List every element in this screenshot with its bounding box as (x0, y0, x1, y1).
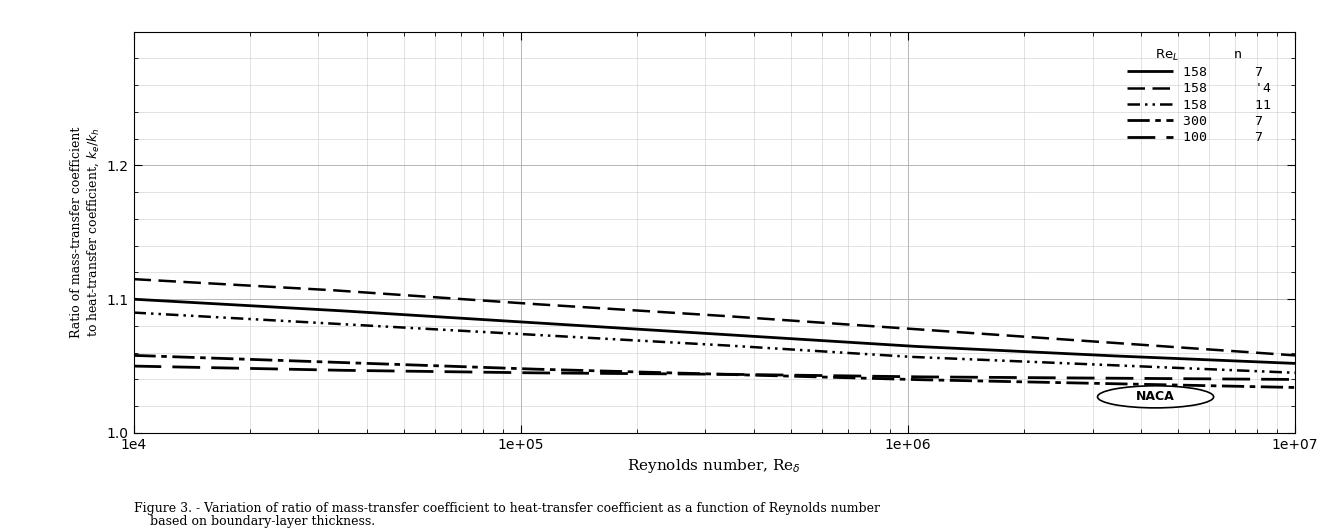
Text: Figure 3. - Variation of ratio of mass-transfer coefficient to heat-transfer coe: Figure 3. - Variation of ratio of mass-t… (134, 502, 880, 515)
Text: based on boundary-layer thickness.: based on boundary-layer thickness. (134, 515, 375, 528)
Legend: 158      7, 158      '4, 158      11, 300      7, 100      7: 158 7, 158 '4, 158 11, 300 7, 100 7 (1121, 42, 1276, 149)
Ellipse shape (1097, 386, 1214, 408)
Y-axis label: Ratio of mass-transfer coefficient
to heat-transfer coefficient, $k_e/k_h$: Ratio of mass-transfer coefficient to he… (71, 127, 101, 338)
X-axis label: Reynolds number, Re$_\delta$: Reynolds number, Re$_\delta$ (627, 457, 801, 475)
Text: NACA: NACA (1136, 390, 1175, 403)
